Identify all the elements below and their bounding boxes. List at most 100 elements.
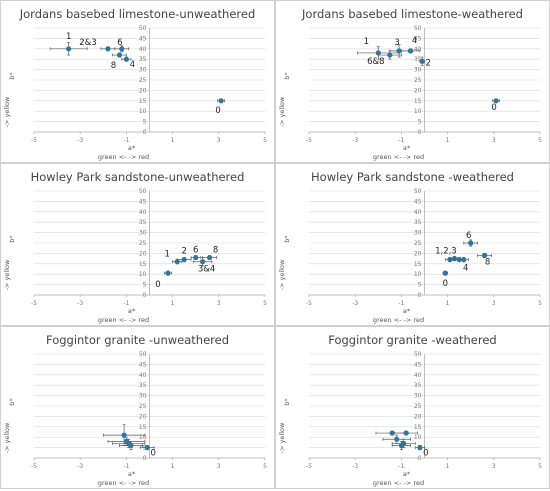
y-axis-label: b* <box>283 398 291 406</box>
point-label: 2&3 <box>79 38 96 48</box>
point-label: 1 <box>66 32 71 42</box>
chart-panel: Jordans basebed limestone-weathered 0 5 10 1… <box>275 0 550 163</box>
y-direction-label: -> yellow <box>3 96 11 127</box>
y-tick-label: 0 <box>418 455 422 462</box>
y-tick-label: 30 <box>414 393 422 400</box>
x-tick-label: -5 <box>306 137 312 144</box>
chart-title: Jordans basebed limestone-unweathered <box>19 7 256 21</box>
y-tick-label: 45 <box>414 361 422 368</box>
y-tick-label: 30 <box>414 67 422 74</box>
data-point <box>144 445 150 451</box>
x-tick-label: 1 <box>171 137 175 144</box>
x-tick-label: -5 <box>31 463 37 470</box>
y-tick-label: 15 <box>139 98 147 105</box>
x-tick-label: -5 <box>306 463 312 470</box>
y-axis-label: b* <box>8 235 16 243</box>
point-label: 2 <box>181 247 186 257</box>
y-tick-label: 35 <box>139 56 147 63</box>
x-tick-label: 3 <box>492 463 496 470</box>
data-point <box>387 52 393 58</box>
point-label: 4 <box>463 264 468 274</box>
chart-svg: Jordans basebed limestone-unweathered 0 5 1… <box>0 0 275 163</box>
y-tick-label: 50 <box>414 351 422 358</box>
x-tick-label: 3 <box>217 300 221 307</box>
y-tick-label: 5 <box>418 282 422 289</box>
y-tick-label: 45 <box>139 198 147 205</box>
y-tick-label: 35 <box>414 56 422 63</box>
y-tick-label: 25 <box>139 240 147 247</box>
x-tick-label: -3 <box>352 300 358 307</box>
y-tick-label: 20 <box>414 413 422 420</box>
chart-panel: Foggintor granite -unweathered 0 5 10 15 20 25… <box>0 326 275 489</box>
y-tick-label: 40 <box>414 372 422 379</box>
y-tick-label: 30 <box>139 393 147 400</box>
point-label: 0 <box>491 103 496 113</box>
x-tick-label: 5 <box>263 300 267 307</box>
x-tick-label: 5 <box>538 463 542 470</box>
x-tick-label: 3 <box>492 137 496 144</box>
data-point <box>442 270 448 276</box>
data-point <box>116 52 123 58</box>
data-point <box>206 254 213 261</box>
data-point <box>461 257 467 263</box>
data-point <box>394 436 400 442</box>
x-direction-label: green <- -> red <box>98 479 149 487</box>
data-point <box>119 46 125 52</box>
x-tick-label: 1 <box>171 463 175 470</box>
x-tick-label: -3 <box>77 137 83 144</box>
y-tick-label: 20 <box>139 87 147 94</box>
x-tick-label: 5 <box>263 463 267 470</box>
data-point <box>396 48 402 54</box>
x-axis-label: a* <box>128 470 136 478</box>
panel-border <box>0 326 275 489</box>
x-tick-label: 1 <box>446 137 450 144</box>
point-label: 6 <box>193 246 198 256</box>
y-direction-label: -> yellow <box>3 259 11 290</box>
y-tick-label: 50 <box>414 25 422 32</box>
chart-title: Foggintor granite -weathered <box>328 333 496 347</box>
y-direction-label: -> yellow <box>3 422 11 453</box>
x-direction-label: green <- -> red <box>373 153 424 161</box>
y-axis-label: b* <box>8 398 16 406</box>
panel-border <box>275 163 550 326</box>
y-tick-label: 0 <box>418 292 422 299</box>
x-tick-label: -1 <box>398 137 404 144</box>
y-tick-label: 40 <box>414 46 422 53</box>
point-label: 4 <box>412 36 417 46</box>
point-label: 6 <box>117 38 122 48</box>
data-point <box>403 430 409 436</box>
point-label: 0 <box>215 106 220 116</box>
panel-border <box>0 163 275 326</box>
y-tick-label: 35 <box>139 382 147 389</box>
chart-svg: Foggintor granite -unweathered0510152025… <box>0 326 275 489</box>
y-tick-label: 50 <box>139 188 147 195</box>
y-tick-label: 25 <box>139 403 147 410</box>
y-tick-label: 20 <box>414 87 422 94</box>
x-tick-label: 5 <box>538 300 542 307</box>
y-tick-label: 40 <box>139 46 147 53</box>
chart-title: Jordans basebed limestone-weathered <box>301 7 523 21</box>
y-tick-label: 15 <box>414 98 422 105</box>
y-tick-label: 10 <box>414 434 422 441</box>
x-tick-label: -1 <box>123 137 129 144</box>
y-tick-label: 0 <box>418 129 422 136</box>
x-tick-label: 5 <box>538 137 542 144</box>
data-point <box>128 442 134 449</box>
point-label: 0 <box>155 280 160 290</box>
y-axis-label: b* <box>283 72 291 80</box>
y-tick-label: 0 <box>143 292 147 299</box>
data-point <box>468 240 474 246</box>
data-point <box>218 98 224 104</box>
y-tick-label: 40 <box>139 372 147 379</box>
y-tick-label: 25 <box>139 77 147 84</box>
chart-panel: Foggintor granite -weathered051015202530… <box>275 326 550 489</box>
data-point <box>375 50 381 56</box>
chart-panel: Howley Park sandstone -weathered 0 5 10 15 20… <box>275 163 550 326</box>
chart-svg: Howley Park sandstone -weathered05101520… <box>275 163 550 326</box>
data-point <box>121 432 127 438</box>
y-tick-label: 50 <box>414 188 422 195</box>
x-tick-label: 3 <box>217 137 221 144</box>
data-point <box>200 259 206 265</box>
y-tick-label: 50 <box>139 351 147 358</box>
y-tick-label: 45 <box>414 198 422 205</box>
